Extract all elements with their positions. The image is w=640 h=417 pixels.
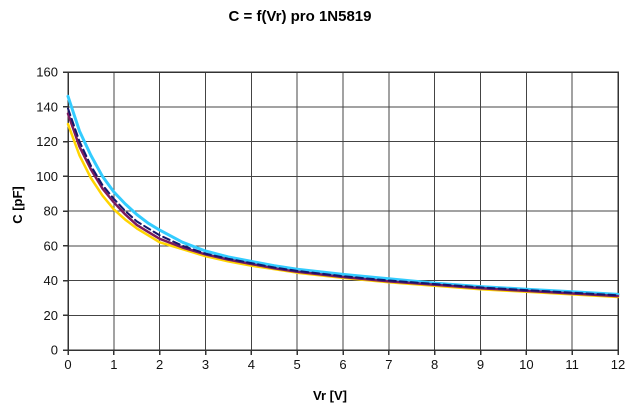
y-tick-label: 60 xyxy=(44,238,58,253)
x-tick-label: 7 xyxy=(385,357,392,372)
y-tick-label: 100 xyxy=(36,169,58,184)
series-dark-blue-dashed xyxy=(67,107,619,297)
y-tick-label: 80 xyxy=(44,204,58,219)
y-tick-label: 160 xyxy=(36,65,58,80)
x-tick-label: 4 xyxy=(248,357,255,372)
series-group xyxy=(66,94,620,299)
x-tick-label: 8 xyxy=(431,357,438,372)
gridlines xyxy=(67,71,619,351)
x-tick-label: 3 xyxy=(202,357,209,372)
x-tick-label: 11 xyxy=(565,357,579,372)
x-tick-label: 12 xyxy=(611,357,625,372)
tick-marks xyxy=(63,71,619,355)
x-tick-label: 10 xyxy=(519,357,533,372)
x-tick-label: 6 xyxy=(339,357,346,372)
x-tick-label: 2 xyxy=(156,357,163,372)
x-tick-labels: 0 1 2 3 4 5 6 7 8 9 10 11 12 xyxy=(64,357,625,372)
x-axis-label: Vr [V] xyxy=(313,388,347,403)
x-tick-label: 1 xyxy=(110,357,117,372)
y-tick-label: 0 xyxy=(51,343,58,358)
y-tick-label: 20 xyxy=(44,308,58,323)
x-tick-label: 0 xyxy=(64,357,71,372)
y-tick-label: 140 xyxy=(36,99,58,114)
y-tick-label: 120 xyxy=(36,134,58,149)
y-tick-labels: 0 20 40 60 80 100 120 140 160 xyxy=(36,65,58,358)
chart-title: C = f(Vr) pro 1N5819 xyxy=(228,8,372,25)
y-tick-label: 40 xyxy=(44,273,58,288)
x-tick-label: 9 xyxy=(477,357,484,372)
x-tick-label: 5 xyxy=(294,357,301,372)
